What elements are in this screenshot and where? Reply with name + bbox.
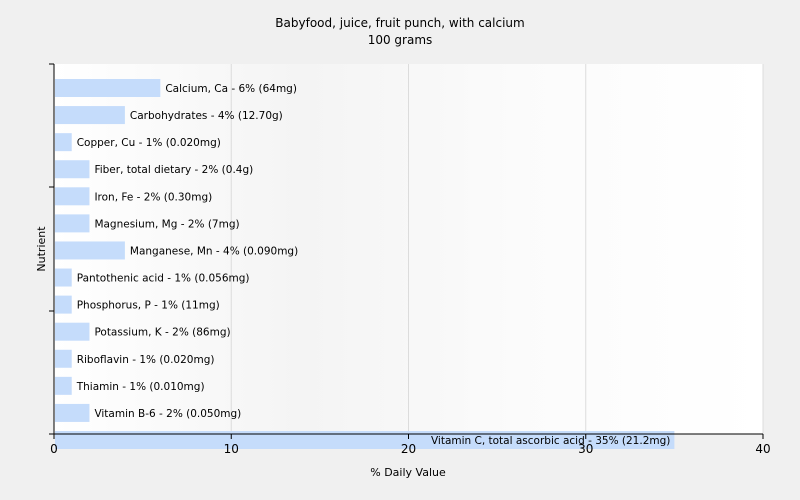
chart-title: Babyfood, juice, fruit punch, with calci… xyxy=(275,16,524,30)
bar-3 xyxy=(55,133,72,152)
bar-label-6: Magnesium, Mg - 2% (7mg) xyxy=(94,218,239,230)
x-tick-label-30: 30 xyxy=(578,442,593,456)
bar-9 xyxy=(55,295,72,314)
chart-subtitle: 100 grams xyxy=(368,33,433,47)
bar-10 xyxy=(55,322,90,341)
bar-2 xyxy=(55,106,125,125)
bar-label-9: Phosphorus, P - 1% (11mg) xyxy=(77,300,220,312)
x-tick-label-40: 40 xyxy=(755,442,770,456)
bar-12 xyxy=(55,376,72,395)
bar-11 xyxy=(55,349,72,368)
bar-label-2: Carbohydrates - 4% (12.70g) xyxy=(130,110,283,122)
x-axis-label: % Daily Value xyxy=(370,466,446,479)
bar-label-12: Thiamin - 1% (0.010mg) xyxy=(76,381,205,393)
bar-label-4: Fiber, total dietary - 2% (0.4g) xyxy=(94,164,253,176)
bar-label-11: Riboflavin - 1% (0.020mg) xyxy=(77,354,215,366)
x-tick-label-0: 0 xyxy=(50,442,58,456)
bar-label-10: Potassium, K - 2% (86mg) xyxy=(94,327,230,339)
bar-labels: Calcium, Ca - 6% (64mg) Carbohydrates - 4… xyxy=(76,83,671,447)
bar-label-14: Vitamin C, total ascorbic acid - 35% (21… xyxy=(431,435,670,447)
bar-label-3: Copper, Cu - 1% (0.020mg) xyxy=(77,137,221,149)
bar-14 xyxy=(55,431,675,449)
bar-label-13: Vitamin B-6 - 2% (0.050mg) xyxy=(94,408,241,420)
bar-label-1: Calcium, Ca - 6% (64mg) xyxy=(165,83,297,95)
bar-13 xyxy=(55,403,90,422)
bars xyxy=(55,79,675,449)
bar-5 xyxy=(55,187,90,206)
bar-label-5: Iron, Fe - 2% (0.30mg) xyxy=(94,191,212,203)
bar-1 xyxy=(55,79,161,97)
x-tick-label-10: 10 xyxy=(224,442,239,456)
bar-8 xyxy=(55,268,72,287)
bar-label-8: Pantothenic acid - 1% (0.056mg) xyxy=(77,273,250,285)
x-tick-label-20: 20 xyxy=(401,442,416,456)
gridlines xyxy=(230,64,764,434)
axes: 0 10 20 30 40 xyxy=(49,63,771,456)
bar-label-7: Manganese, Mn - 4% (0.090mg) xyxy=(130,245,298,257)
bar-4 xyxy=(55,160,90,179)
bar-6 xyxy=(55,214,90,233)
bar-7 xyxy=(55,241,125,260)
y-axis-label: Nutrient xyxy=(35,226,48,272)
